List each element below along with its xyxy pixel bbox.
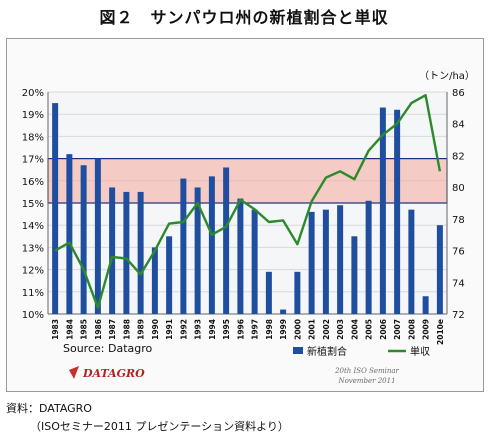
bar <box>394 109 401 314</box>
y-tick-label-right: 82 <box>452 151 465 162</box>
seminar-line-2: November 2011 <box>337 377 395 385</box>
bar <box>166 236 173 314</box>
x-tick-label: 2007 <box>393 319 402 340</box>
source-annotation: Source: Datagro <box>63 342 153 355</box>
y-tick-label-left: 15% <box>22 199 44 210</box>
y-tick-label-right: 76 <box>452 247 465 258</box>
x-tick-label: 1991 <box>165 319 174 340</box>
x-tick-label: 1998 <box>265 319 274 340</box>
x-tick-label: 1996 <box>236 319 245 340</box>
x-tick-label: 1992 <box>179 319 188 340</box>
x-tick-label: 1995 <box>222 319 231 340</box>
bar <box>208 176 215 314</box>
y-tick-label-left: 16% <box>22 177 44 188</box>
x-tick-label: 2006 <box>379 319 388 340</box>
y-tick-label-left: 18% <box>22 132 44 143</box>
bar <box>194 187 201 314</box>
bar <box>52 103 59 314</box>
x-tick-label: 1985 <box>80 319 89 340</box>
bar <box>109 187 116 314</box>
bar <box>322 209 329 314</box>
bar <box>94 158 101 314</box>
bar <box>123 191 130 314</box>
y-tick-label-left: 13% <box>22 243 44 254</box>
y-tick-label-left: 14% <box>22 221 44 232</box>
y-tick-label-right: 74 <box>452 278 465 289</box>
y-tick-label-right: 86 <box>452 88 465 99</box>
bar <box>151 247 158 314</box>
x-tick-label: 1986 <box>94 319 103 340</box>
y-tick-label-left: 17% <box>22 155 44 166</box>
bar <box>80 165 87 314</box>
source-line-1: 資料：DATAGRO <box>6 402 92 415</box>
legend-bar-label: 新植割合 <box>307 345 347 358</box>
x-tick-label: 2008 <box>407 319 416 340</box>
x-tick-label: 2002 <box>322 319 331 340</box>
page-title: 図２ サンパウロ州の新植割合と単収 <box>99 8 389 27</box>
bar <box>351 236 358 314</box>
bar <box>180 178 187 314</box>
y-axis-right-label: （トン/ha） <box>419 70 475 82</box>
bar <box>237 198 244 314</box>
y-tick-label-left: 11% <box>22 288 44 299</box>
bar <box>265 271 272 314</box>
chart-svg: 10% 11% 12% 13% 14% 15% 16% 17% 18% 19% 20% 72 74 76 7… <box>22 70 475 385</box>
x-tick-label: 2004 <box>350 319 359 340</box>
x-tick-label: 1987 <box>108 319 117 340</box>
chart-frame: 10% 11% 12% 13% 14% 15% 16% 17% 18% 19% 20% 72 74 76 7… <box>6 38 484 392</box>
x-tick-label: 2000 <box>293 319 302 340</box>
bar <box>379 107 386 314</box>
y-tick-label-left: 12% <box>22 266 44 277</box>
bar <box>422 296 429 314</box>
bar <box>223 167 230 314</box>
bar <box>251 209 258 314</box>
x-tick-label: 1988 <box>122 319 131 340</box>
bar <box>408 209 415 314</box>
x-tick-label: 1989 <box>137 319 146 340</box>
shaded-band <box>47 157 448 204</box>
x-tick-label: 1997 <box>251 319 260 340</box>
x-tick-label: 2010e <box>436 319 445 345</box>
bar <box>365 200 372 314</box>
x-tick-label: 1993 <box>194 319 203 340</box>
bar <box>280 309 287 314</box>
y-tick-label-right: 72 <box>452 310 465 321</box>
x-tick-label: 1990 <box>151 319 160 340</box>
source-line-2: （ISOセミナー2011 プレゼンテーション資料より） <box>30 420 289 433</box>
x-tick-label: 1984 <box>65 319 74 340</box>
legend-bar-swatch <box>293 347 303 354</box>
y-tick-label-right: 84 <box>452 120 465 131</box>
logo-text: DATAGRO <box>82 367 145 380</box>
y-tick-label-right: 78 <box>452 215 465 226</box>
x-tick-label: 2001 <box>308 319 317 340</box>
y-tick-label-left: 10% <box>22 310 44 321</box>
legend-line-label: 単収 <box>410 345 430 358</box>
y-tick-label-left: 20% <box>22 88 44 99</box>
seminar-line-1: 20th ISO Seminar <box>334 367 399 375</box>
line-series <box>54 94 442 309</box>
x-tick-label: 2003 <box>336 319 345 340</box>
logo-icon <box>69 366 79 379</box>
bar <box>308 211 315 314</box>
bar <box>137 191 144 314</box>
bar <box>294 271 301 314</box>
bar <box>436 225 443 314</box>
y-tick-label-right: 80 <box>452 183 465 194</box>
x-tick-label: 2005 <box>365 319 374 340</box>
x-tick-label: 1983 <box>51 319 60 340</box>
bar <box>66 154 73 314</box>
y-tick-label-left: 19% <box>22 110 44 121</box>
x-tick-label: 1994 <box>208 319 217 340</box>
x-tick-label: 2009 <box>422 319 431 340</box>
bar <box>337 205 344 314</box>
x-tick-label: 1999 <box>279 319 288 340</box>
